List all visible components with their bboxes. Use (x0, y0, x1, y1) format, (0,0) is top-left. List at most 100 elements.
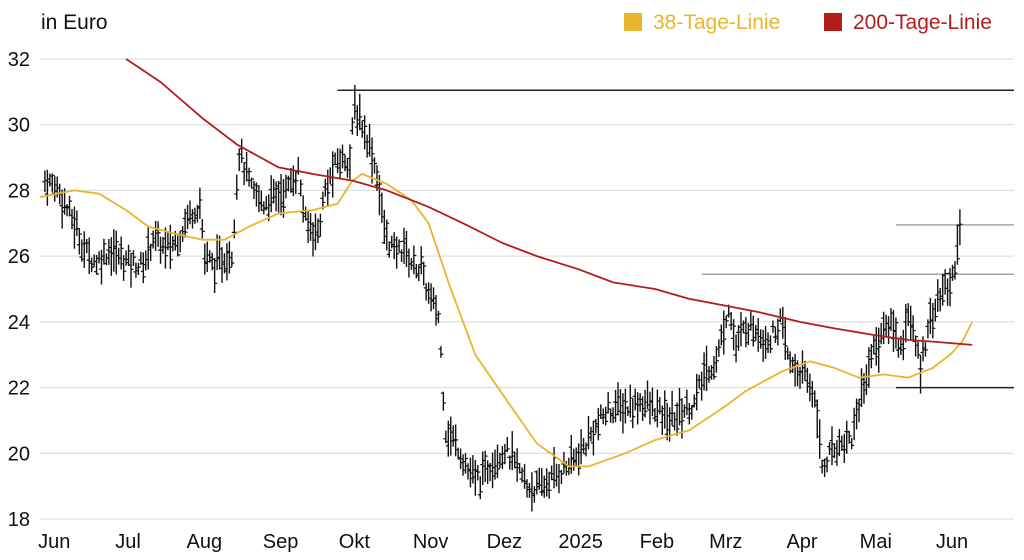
price-bar (477, 476, 483, 500)
price-bar (910, 315, 916, 342)
price-bar (394, 236, 400, 269)
price-bar (546, 471, 552, 499)
price-bar (753, 324, 759, 341)
price-bar (558, 469, 564, 485)
price-bar (935, 279, 941, 312)
price-bar (851, 407, 857, 441)
price-bar (261, 201, 267, 215)
price-bar (433, 295, 439, 326)
legend: 38-Tage-Linie 200-Tage-Linie (624, 11, 992, 34)
price-bar (219, 247, 225, 283)
price-bar (804, 367, 810, 393)
price-bar (435, 310, 441, 324)
price-bar (883, 314, 889, 336)
price-bar (423, 283, 429, 301)
price-bar (674, 402, 680, 436)
price-bar (585, 415, 591, 450)
price-bar (406, 248, 412, 278)
price-bar (539, 468, 545, 496)
price-bar (657, 397, 663, 415)
price-bar (140, 252, 146, 284)
price-bar (937, 287, 943, 312)
price-bar (595, 407, 601, 441)
y-tick-label: 18 (8, 509, 30, 531)
price-bar (649, 387, 655, 417)
price-bar (372, 157, 378, 174)
price-bar (130, 250, 136, 267)
price-bar (522, 464, 528, 489)
price-bar (713, 345, 719, 373)
price-bar (340, 144, 346, 169)
price-bar (317, 213, 323, 237)
price-bar (854, 398, 860, 430)
price-bar (689, 404, 695, 420)
price-bar (123, 250, 129, 266)
price-bar (881, 311, 887, 345)
price-bar (731, 319, 737, 351)
price-bar (357, 93, 363, 131)
price-bar (782, 317, 788, 360)
price-bar (389, 235, 395, 249)
price-bar (664, 402, 670, 441)
price-bar (836, 428, 842, 457)
price-bar (438, 346, 444, 358)
price-bar (554, 463, 560, 487)
price-bar (463, 453, 469, 474)
price-bar (497, 452, 503, 469)
price-bar (362, 115, 368, 150)
price-bar (96, 251, 102, 264)
price-bar (470, 455, 476, 484)
x-tick-label: Jul (115, 531, 141, 553)
price-bar (777, 308, 783, 323)
price-bar (281, 178, 286, 218)
x-tick-label: Dez (487, 531, 523, 553)
price-bar (893, 317, 899, 349)
price-bar (89, 257, 95, 273)
price-bar (263, 196, 269, 211)
price-bar (189, 209, 195, 229)
price-bar (98, 249, 104, 285)
price-bar (335, 148, 341, 174)
price-bar (79, 239, 85, 262)
price-bar (246, 167, 252, 187)
price-bar (696, 374, 702, 389)
price-bar (681, 404, 687, 418)
price-bar (322, 178, 328, 197)
price-bar (229, 251, 235, 267)
legend-swatch-200 (824, 13, 842, 31)
price-bar (792, 353, 798, 387)
price-bar (930, 302, 936, 339)
x-tick-label: Mai (860, 531, 892, 553)
y-tick-label: 32 (8, 49, 30, 71)
price-bar (630, 398, 636, 429)
price-bar (138, 251, 144, 265)
price-bar (170, 236, 176, 252)
price-bar (573, 447, 579, 466)
price-bar (150, 230, 156, 249)
price-bar (849, 437, 855, 450)
price-bar (728, 311, 734, 331)
price-bar (755, 318, 761, 352)
price-bar (760, 329, 766, 362)
price-bar (913, 335, 919, 357)
price-bar (428, 283, 434, 312)
price-bar (403, 230, 409, 268)
price-bar (868, 344, 874, 369)
price-bar (443, 430, 449, 444)
price-bar (740, 320, 746, 334)
price-bar (529, 472, 535, 512)
unit-label: in Euro (41, 11, 108, 34)
price-bar (244, 151, 250, 182)
price-bar (337, 148, 343, 179)
price-bar (224, 243, 230, 281)
price-bar (900, 329, 906, 361)
price-bar (59, 189, 65, 229)
price-bar (482, 450, 488, 483)
price-bar (197, 187, 203, 219)
price-bar (770, 320, 776, 333)
price-bar (844, 420, 850, 454)
price-bar (320, 191, 326, 210)
price-bar (504, 436, 510, 453)
price-bar (797, 366, 803, 389)
price-bar (876, 327, 882, 373)
